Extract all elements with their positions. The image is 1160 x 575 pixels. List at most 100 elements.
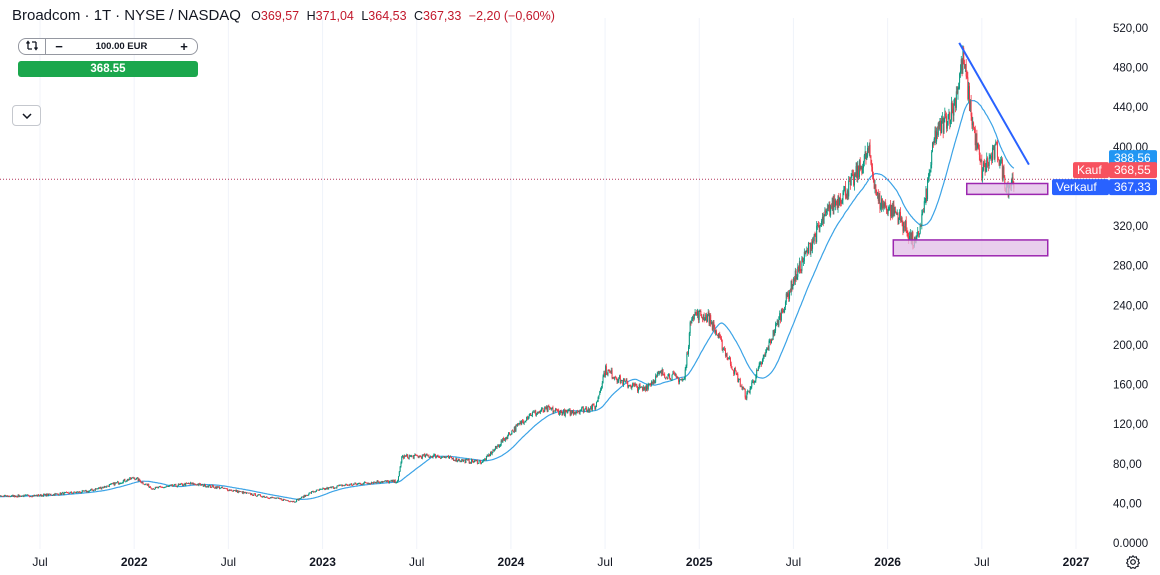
candle — [189, 483, 191, 485]
increase-button[interactable]: + — [180, 39, 188, 54]
candle — [157, 487, 159, 489]
candle — [113, 482, 115, 486]
candle — [80, 492, 82, 494]
ma-price-value: 388,56 — [1114, 151, 1151, 165]
candle — [112, 482, 114, 484]
candle — [726, 353, 728, 359]
x-tick-label: Jul — [597, 555, 612, 569]
candle — [232, 490, 234, 492]
candle — [481, 462, 483, 463]
candle — [550, 408, 552, 410]
candle — [323, 488, 325, 489]
candle — [350, 483, 352, 485]
x-axis[interactable]: Jul 2022 Jul 2023 Jul 2024 Jul 2025 Jul 2026 Jul 20… — [32, 555, 1089, 569]
candle — [516, 424, 518, 426]
candle — [895, 212, 897, 215]
candle — [464, 459, 466, 463]
decrease-button[interactable]: − — [55, 39, 63, 54]
candle — [319, 489, 321, 491]
reset-icon — [25, 40, 39, 51]
candle — [17, 494, 19, 497]
candle — [499, 445, 501, 447]
candle — [494, 449, 496, 451]
candle — [277, 497, 279, 499]
candle — [561, 411, 563, 416]
y-axis[interactable]: 520,00480,00440,00400,00360,00320,00280,… — [1113, 23, 1148, 550]
candle — [905, 220, 907, 231]
candle — [755, 376, 757, 381]
candle — [744, 388, 746, 398]
candle — [342, 485, 344, 487]
candle — [411, 455, 413, 457]
candle — [764, 355, 766, 356]
candle — [795, 270, 797, 280]
candle — [982, 162, 984, 171]
candle — [241, 491, 243, 494]
candle — [586, 407, 588, 411]
candle — [976, 133, 978, 148]
x-tick-label: Jul — [32, 555, 47, 569]
candle — [195, 484, 197, 486]
candle — [839, 198, 841, 206]
candle — [389, 480, 391, 482]
candle — [242, 491, 244, 494]
candle — [972, 122, 974, 126]
candle — [848, 180, 850, 197]
candle — [90, 489, 92, 490]
candle — [197, 484, 199, 486]
y-tick-label: 280,00 — [1113, 261, 1148, 273]
candle — [362, 483, 364, 485]
candle — [140, 480, 142, 483]
candle — [811, 243, 813, 249]
candle — [340, 484, 342, 486]
candle — [673, 372, 675, 374]
collapse-button[interactable] — [12, 105, 41, 126]
candle — [996, 142, 998, 158]
candle — [862, 168, 864, 174]
candle — [962, 48, 964, 71]
buy-price-button[interactable]: 368.55 — [18, 61, 198, 77]
candle — [683, 379, 685, 381]
symbol-title[interactable]: Broadcom · 1T · NYSE / NASDAQ — [12, 7, 241, 24]
candle — [531, 412, 533, 416]
candle — [650, 384, 652, 386]
candle — [792, 285, 794, 290]
candle — [192, 482, 194, 485]
candle — [273, 497, 275, 499]
candle — [144, 484, 146, 486]
x-tick-label: Jul — [974, 555, 989, 569]
candle — [25, 494, 27, 496]
candle — [480, 462, 482, 464]
candle — [845, 196, 847, 199]
candle — [351, 483, 353, 486]
candle — [251, 493, 253, 496]
candle — [992, 145, 994, 148]
candle — [94, 489, 96, 491]
candle — [771, 339, 773, 341]
candle — [214, 486, 216, 488]
candle — [486, 454, 488, 457]
candle — [302, 496, 304, 498]
candle — [91, 489, 93, 491]
candle — [682, 379, 684, 381]
reset-button[interactable] — [19, 39, 45, 54]
candle — [97, 488, 99, 490]
candle — [163, 487, 165, 488]
candle — [569, 410, 571, 416]
amount-field[interactable]: 100.00 EUR — [95, 41, 148, 52]
gear-icon[interactable] — [1126, 555, 1140, 569]
candle — [842, 192, 844, 201]
candle — [360, 483, 362, 485]
candle — [779, 313, 781, 317]
candle — [613, 377, 615, 379]
candle — [631, 386, 633, 388]
candle — [575, 412, 577, 415]
candle — [121, 482, 123, 484]
candle — [865, 151, 867, 160]
candle — [333, 487, 335, 489]
candle — [519, 421, 521, 424]
candle — [912, 231, 914, 246]
candle — [367, 483, 369, 484]
candle — [351, 485, 353, 486]
